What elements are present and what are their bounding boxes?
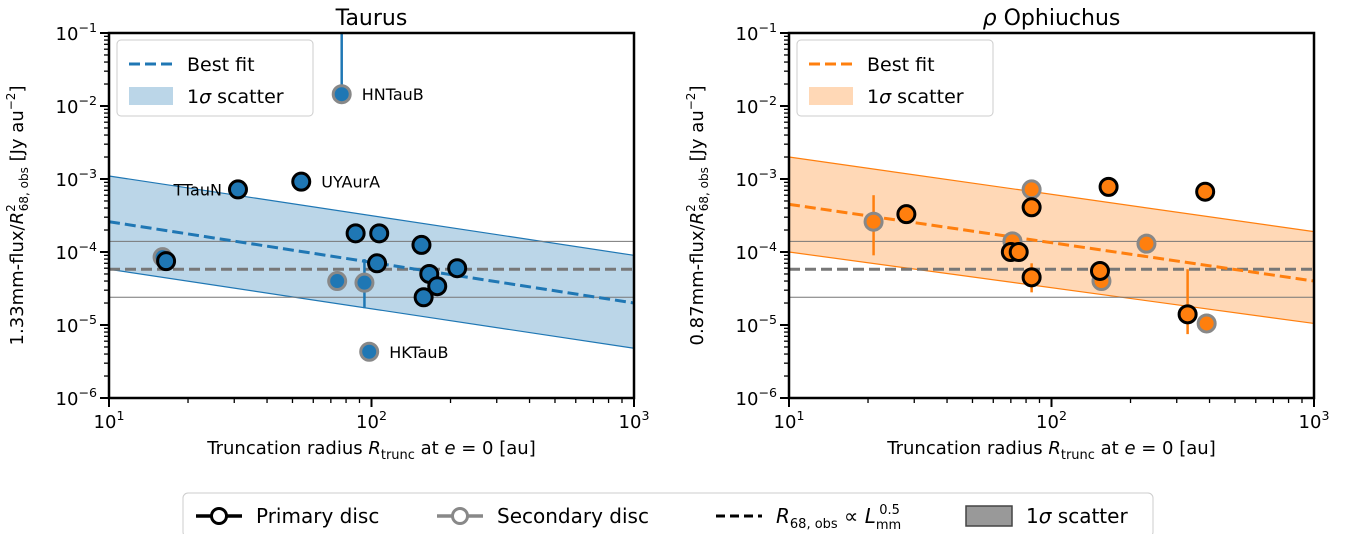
primary-point — [1177, 304, 1198, 325]
legend-scatter-swatch — [809, 87, 853, 105]
primary-point — [369, 223, 390, 244]
scatter-band-fill — [789, 157, 1314, 324]
point-label: HKTauB — [389, 343, 448, 362]
legend-best-fit-label: Best fit — [867, 54, 935, 76]
secondary-point — [1021, 179, 1042, 200]
primary-point — [1098, 176, 1119, 197]
y-tick-label: 10−1 — [56, 20, 97, 45]
y-tick-label: 10−3 — [56, 166, 97, 191]
x-axis-label: Truncation radius Rtrunc at e = 0 [au] — [886, 438, 1215, 463]
plot-area — [109, 33, 634, 362]
ophiuchus-panel: 101 102 103 10−6 10−5 10−4 10−3 10−2 10−1 ρ Ophiu… — [684, 6, 1329, 463]
primary-point — [413, 287, 434, 308]
x-tick-label: 101 — [94, 408, 125, 433]
legend-relation-label: R68, obs ∝ Lmm0.5 — [776, 503, 901, 533]
legend-gray-swatch — [965, 505, 1013, 527]
y-tick-label: 10−5 — [736, 312, 777, 337]
x-tick-label: 102 — [356, 408, 387, 433]
x-tick-label: 103 — [1299, 408, 1330, 433]
primary-point — [427, 276, 448, 297]
secondary-point — [354, 272, 375, 293]
secondary-point — [327, 271, 348, 292]
legend-secondary-marker — [451, 507, 469, 525]
x-tick-label: 103 — [619, 408, 650, 433]
primary-point — [227, 179, 248, 200]
axes-legend: Best fit 1σ scatter — [116, 39, 314, 117]
secondary-point — [863, 211, 884, 232]
primary-point — [291, 171, 312, 192]
primary-point — [896, 204, 917, 225]
secondary-point — [1136, 233, 1157, 254]
legend-scatter-swatch — [129, 87, 173, 105]
y-tick-label: 10−2 — [56, 93, 97, 118]
point-label: UYAurA — [321, 173, 380, 192]
legend-box — [796, 39, 994, 117]
legend-primary-label: Primary disc — [256, 504, 379, 528]
point-label: TTauN — [172, 180, 222, 199]
y-tick-label: 10−2 — [736, 93, 777, 118]
y-tick-label: 10−6 — [56, 385, 97, 410]
secondary-point — [1196, 313, 1217, 334]
y-axis-label: 0.87mm-flux/R268, obs [Jy au−2] — [684, 86, 711, 346]
secondary-point — [359, 341, 380, 362]
primary-point — [1089, 260, 1110, 281]
primary-point — [1021, 267, 1042, 288]
scatter-band-lower-edge — [789, 251, 1314, 325]
chart-title: Taurus — [335, 6, 408, 31]
legend-gray-scatter-label: 1σ scatter — [1026, 504, 1128, 528]
y-tick-label: 10−3 — [736, 166, 777, 191]
legend-primary-marker — [210, 507, 228, 525]
legend-scatter-label: 1σ scatter — [187, 86, 284, 108]
primary-point — [411, 234, 432, 255]
chart-title: ρ Ophiuchus — [983, 6, 1121, 31]
plot-area — [789, 156, 1314, 335]
figure-legend-box — [182, 492, 1154, 534]
scatter-band-upper-edge — [789, 156, 1314, 233]
x-tick-label: 102 — [1036, 408, 1067, 433]
legend-scatter-label: 1σ scatter — [867, 86, 964, 108]
primary-point — [1008, 242, 1029, 262]
taurus-panel: TTauN UYAurA HNTauB HKTauB 101 102 103 10−6 10−5… — [4, 6, 649, 463]
x-axis-label: Truncation radius Rtrunc at e = 0 [au] — [206, 438, 535, 463]
y-tick-label: 10−4 — [56, 239, 97, 264]
legend-secondary-label: Secondary disc — [497, 504, 649, 528]
scatter-band-upper-edge — [109, 175, 634, 256]
y-axis-label: 1.33mm-flux/R268, obs [Jy au−2] — [4, 86, 31, 346]
primary-point — [345, 223, 366, 244]
figure-legend: Primary disc Secondary disc R68, obs ∝ Lmm… — [182, 492, 1154, 534]
legend-box — [116, 39, 314, 117]
y-tick-label: 10−5 — [56, 312, 97, 337]
y-tick-label: 10−1 — [736, 20, 777, 45]
primary-point — [1195, 181, 1216, 202]
y-tick-label: 10−6 — [736, 385, 777, 410]
y-tick-label: 10−4 — [736, 239, 777, 264]
legend-best-fit-label: Best fit — [187, 54, 255, 76]
secondary-point — [331, 84, 352, 105]
axes-legend: Best fit 1σ scatter — [796, 39, 994, 117]
primary-point — [367, 253, 388, 274]
primary-point — [447, 258, 468, 279]
point-label: HNTauB — [362, 85, 424, 104]
scatter-band-lower-edge — [109, 268, 634, 349]
primary-point — [1021, 197, 1042, 218]
primary-point — [156, 251, 177, 272]
x-tick-label: 101 — [774, 408, 805, 433]
